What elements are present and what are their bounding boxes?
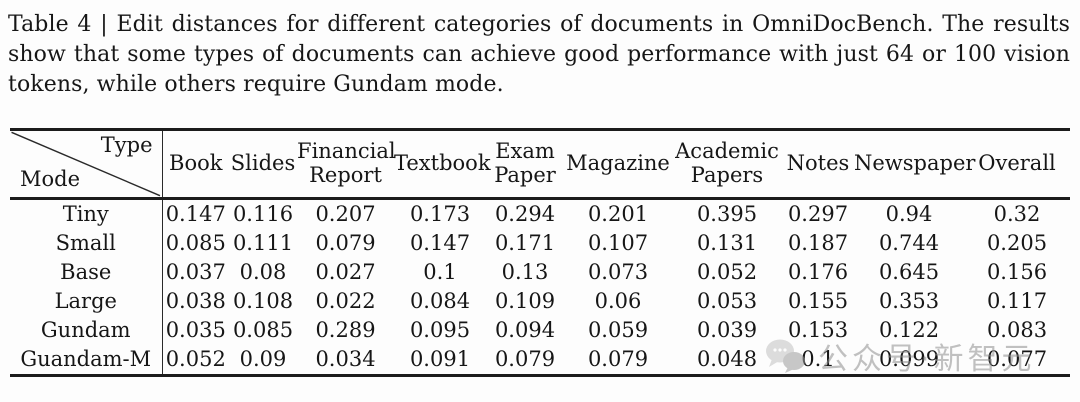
value-cell: 0.073: [587, 260, 649, 284]
table-row-base: Base 0.037 0.08 0.027 0.1 0.13 0.073 0.0…: [10, 258, 1070, 287]
value-cell: 0.32: [993, 202, 1041, 226]
mode-cell: Base: [10, 258, 163, 287]
column-header-book: Book: [169, 151, 223, 176]
value-cell: 0.294: [494, 202, 556, 226]
corner-type-label: Type: [100, 133, 153, 157]
value-cell: 0.94: [885, 202, 933, 226]
value-cell: 0.1: [801, 347, 835, 371]
value-cell: 0.155: [787, 289, 849, 313]
value-cell: 0.052: [696, 260, 758, 284]
mode-cell: Gundam: [10, 316, 163, 345]
table-row-guandam-m: Guandam-M 0.052 0.09 0.034 0.091 0.079 0…: [10, 345, 1070, 376]
value-cell: 0.395: [696, 202, 758, 226]
header-row: Type Mode Book Slides Financial Report T…: [10, 129, 1070, 199]
column-header-notes: Notes: [786, 151, 850, 176]
value-cell: 0.297: [787, 202, 849, 226]
value-cell: 0.173: [409, 202, 471, 226]
value-cell: 0.1: [423, 260, 457, 284]
value-cell: 0.083: [986, 318, 1048, 342]
value-cell: 0.117: [986, 289, 1048, 313]
value-cell: 0.201: [587, 202, 649, 226]
value-cell: 0.099: [878, 347, 940, 371]
value-cell: 0.156: [986, 260, 1048, 284]
value-cell: 0.079: [494, 347, 556, 371]
table-row-small: Small 0.085 0.111 0.079 0.147 0.171 0.10…: [10, 229, 1070, 258]
value-cell: 0.085: [232, 318, 294, 342]
column-header-newspaper: Newspaper: [854, 151, 976, 176]
mode-cell: Large: [10, 287, 163, 316]
value-cell: 0.108: [232, 289, 294, 313]
value-cell: 0.079: [315, 231, 376, 255]
column-header-textbook: Textbook: [394, 151, 491, 176]
column-header-magazine: Magazine: [566, 151, 670, 176]
column-header-slides: Slides: [230, 151, 296, 176]
value-cell: 0.077: [986, 347, 1048, 371]
column-header-exam-paper: Exam Paper: [494, 139, 556, 187]
value-cell: 0.079: [587, 347, 649, 371]
value-cell: 0.207: [315, 202, 376, 226]
value-cell: 0.147: [165, 202, 226, 226]
column-header-financial-report: Financial Report: [297, 139, 396, 187]
value-cell: 0.122: [878, 318, 940, 342]
value-cell: 0.035: [165, 318, 226, 342]
value-cell: 0.085: [165, 231, 226, 255]
mode-cell: Tiny: [10, 198, 163, 229]
value-cell: 0.059: [587, 318, 649, 342]
mode-cell: Small: [10, 229, 163, 258]
value-cell: 0.153: [787, 318, 849, 342]
value-cell: 0.094: [494, 318, 556, 342]
value-cell: 0.053: [696, 289, 758, 313]
value-cell: 0.116: [232, 202, 294, 226]
value-cell: 0.289: [315, 318, 376, 342]
column-header-academic-papers: Academic Papers: [675, 139, 779, 187]
value-cell: 0.131: [696, 231, 758, 255]
table-row-gundam: Gundam 0.035 0.085 0.289 0.095 0.094 0.0…: [10, 316, 1070, 345]
value-cell: 0.744: [878, 231, 940, 255]
value-cell: 0.205: [986, 231, 1048, 255]
diagonal-line: [10, 131, 162, 197]
table-caption: Table 4 | Edit distances for different c…: [8, 12, 1070, 97]
value-cell: 0.038: [165, 289, 226, 313]
value-cell: 0.034: [315, 347, 376, 371]
value-cell: 0.353: [878, 289, 940, 313]
value-cell: 0.095: [409, 318, 471, 342]
column-header-overall: Overall: [978, 151, 1056, 176]
value-cell: 0.039: [696, 318, 758, 342]
value-cell: 0.171: [494, 231, 556, 255]
value-cell: 0.048: [696, 347, 758, 371]
value-cell: 0.091: [409, 347, 471, 371]
value-cell: 0.13: [501, 260, 549, 284]
value-cell: 0.022: [315, 289, 376, 313]
value-cell: 0.147: [409, 231, 471, 255]
value-cell: 0.111: [232, 231, 294, 255]
value-cell: 0.09: [239, 347, 287, 371]
results-table: Type Mode Book Slides Financial Report T…: [10, 128, 1070, 377]
corner-cell: Type Mode: [10, 129, 163, 199]
corner-mode-label: Mode: [20, 167, 81, 192]
value-cell: 0.06: [594, 289, 642, 313]
value-cell: 0.176: [787, 260, 849, 284]
value-cell: 0.107: [587, 231, 649, 255]
table-row-tiny: Tiny 0.147 0.116 0.207 0.173 0.294 0.201…: [10, 198, 1070, 229]
table-row-large: Large 0.038 0.108 0.022 0.084 0.109 0.06…: [10, 287, 1070, 316]
value-cell: 0.08: [239, 260, 287, 284]
value-cell: 0.109: [494, 289, 556, 313]
value-cell: 0.052: [165, 347, 226, 371]
value-cell: 0.645: [878, 260, 940, 284]
value-cell: 0.037: [165, 260, 226, 284]
mode-cell: Guandam-M: [10, 345, 163, 376]
value-cell: 0.187: [787, 231, 849, 255]
value-cell: 0.027: [315, 260, 376, 284]
value-cell: 0.084: [409, 289, 471, 313]
